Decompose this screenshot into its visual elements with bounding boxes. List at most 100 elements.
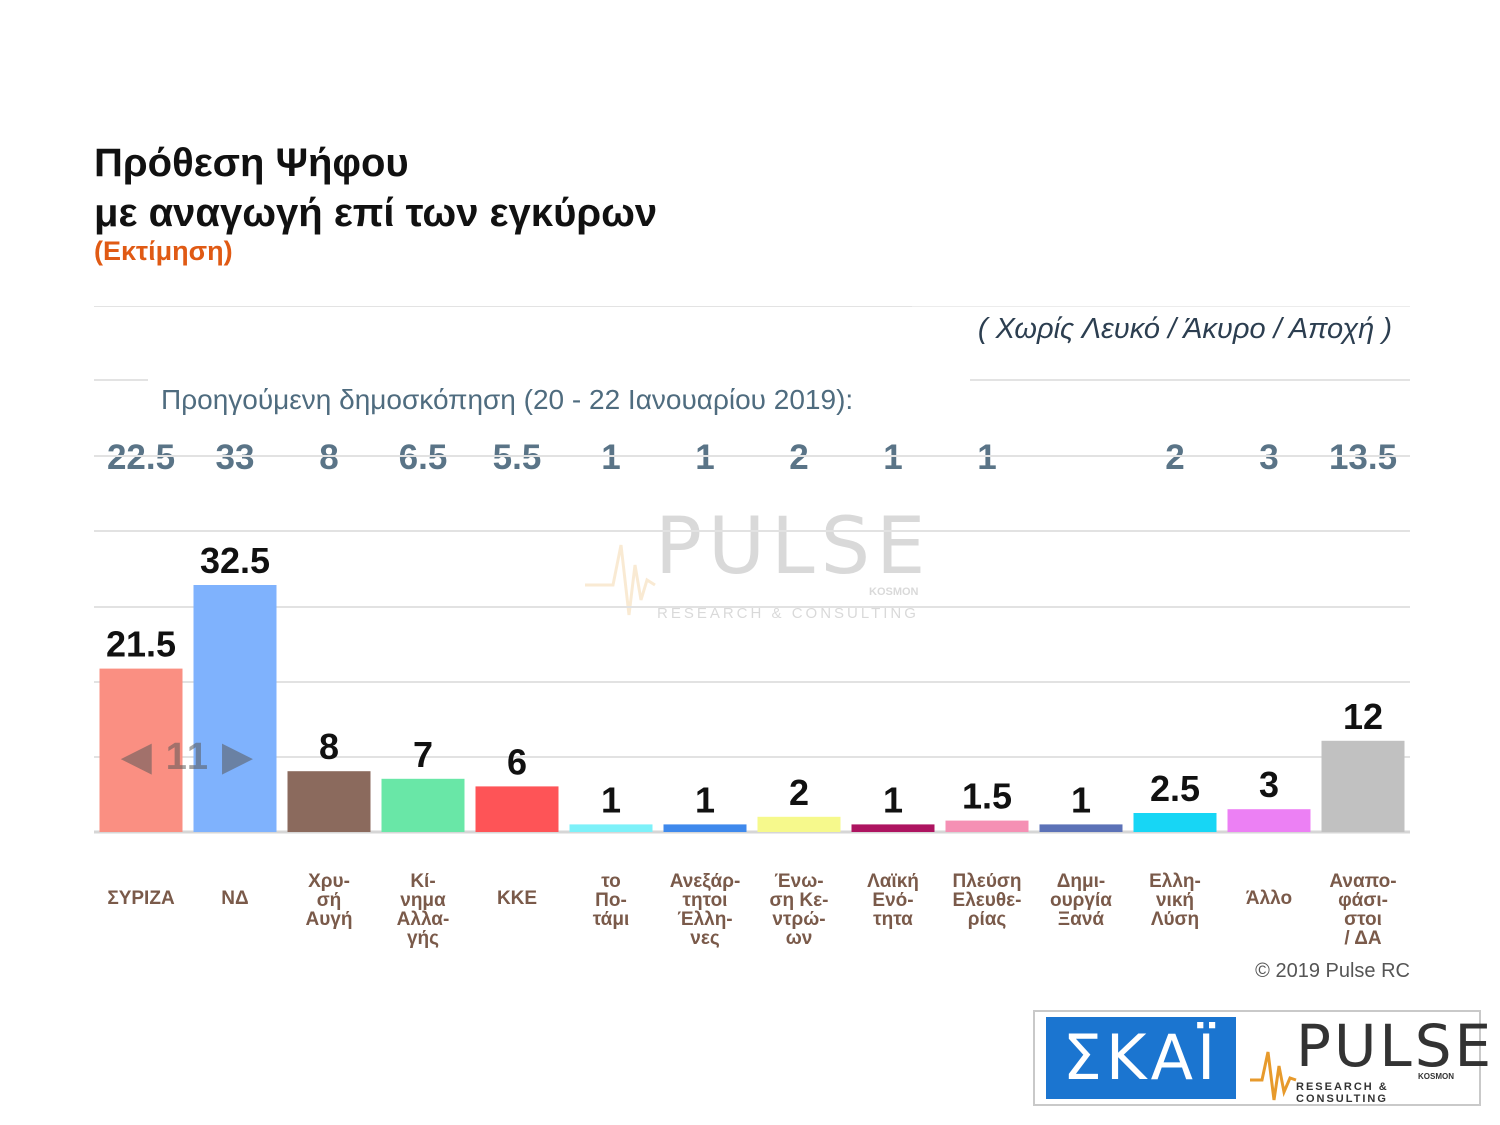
value-label: 1 (601, 779, 621, 820)
category-label-line: ων (785, 928, 813, 949)
value-label: 6 (507, 741, 527, 782)
previous-value: 22.5 (106, 438, 176, 477)
divider (94, 379, 148, 381)
category-label: ΝΔ (190, 889, 280, 908)
slide-nav: ◀ 11 ▶ (122, 734, 254, 779)
category-label-line: Λαϊκή (867, 871, 919, 892)
category-label: Ένω-ση Κε-ντρώ-ων (754, 872, 844, 948)
category-label-line: ντρώ- (772, 909, 826, 930)
category-label-line: Αναπο- (1329, 871, 1397, 892)
category-label: Δημι-ουργία Ξανά (1036, 872, 1126, 929)
category-label-line: ΣΥΡΙΖΑ (107, 888, 175, 909)
category-label-line: Πο- (595, 890, 627, 911)
previous-value: 33 (215, 438, 255, 477)
category-label-line: Άλλο (1245, 888, 1293, 909)
category-label-line: ΝΔ (221, 888, 249, 909)
category-label-line: τητοι (682, 890, 728, 911)
value-label: 21.5 (106, 624, 176, 665)
value-label: 3 (1259, 764, 1279, 805)
category-label: το Πο-τάμι (566, 872, 656, 929)
title-line-2: με αναγωγή επί των εγκύρων (94, 191, 658, 235)
value-label: 1 (883, 779, 903, 820)
category-label-line: Αλλα- (396, 909, 450, 930)
watermark-line: RESEARCH & CONSULTING (657, 605, 919, 622)
category-label-line: Ανεξάρ- (669, 871, 741, 892)
bar (193, 585, 277, 832)
category-label: Ελλη-νική Λύση (1130, 872, 1220, 929)
previous-value: 2 (789, 438, 809, 477)
bar (475, 786, 559, 832)
previous-value: 5.5 (492, 438, 542, 477)
previous-value: 6.5 (398, 438, 448, 477)
value-label: 32.5 (200, 540, 270, 581)
bar (1039, 824, 1123, 832)
category-label: Αναπο-φάσι-στοι / ΔΑ (1318, 872, 1408, 948)
category-label-line: ΚΚΕ (496, 888, 538, 909)
next-arrow-icon[interactable]: ▶ (222, 736, 254, 778)
previous-value: 2 (1165, 438, 1185, 477)
category-label-line: τητα (873, 909, 913, 930)
bar (381, 778, 465, 832)
category-label: Άλλο (1224, 889, 1314, 908)
bar (1133, 813, 1217, 832)
pulse-logo: PULSE KOSMON RESEARCH & CONSULTING (1248, 1012, 1491, 1105)
category-label-line: φάσι- (1338, 890, 1388, 911)
category-label-line: σή (316, 890, 342, 911)
pulse-logo-word: PULSE (1296, 1012, 1495, 1080)
category-label-line: νες (690, 928, 720, 949)
previous-value: 1 (883, 438, 903, 477)
category-label: Χρυ-σή Αυγή (284, 872, 374, 929)
category-label: Λαϊκή Ενό-τητα (848, 872, 938, 929)
category-label-line: νική (1155, 890, 1195, 911)
category-label-line: ση Κε- (769, 890, 829, 911)
category-label: Κί-νημα Αλλα-γής (378, 872, 468, 948)
category-label-line: Ένω- (774, 871, 824, 892)
previous-value: 3 (1259, 438, 1279, 477)
value-label: 2 (789, 772, 809, 813)
bar (663, 824, 747, 832)
chart-title: Πρόθεση Ψήφου με αναγωγή επί των εγκύρων (94, 138, 657, 238)
watermark-word: PULSE (655, 505, 925, 592)
category-label-line: γής (406, 928, 440, 949)
title-line-1: Πρόθεση Ψήφου (94, 141, 409, 185)
value-label: 7 (413, 734, 433, 775)
category-label-line: Χρυ- (308, 871, 350, 892)
pulse-logo-sub: RESEARCH & CONSULTING (1296, 1081, 1389, 1105)
bar (287, 771, 371, 832)
bar (757, 816, 841, 832)
category-label-line: Πλεύση (952, 871, 1022, 892)
pulse-watermark: PULSE KOSMON RESEARCH & CONSULTING (585, 505, 925, 622)
prev-arrow-icon[interactable]: ◀ (122, 736, 154, 778)
category-label-line: νημα (400, 890, 446, 911)
category-label-line: Έλλη- (677, 909, 733, 930)
category-label-line: Ξανά (1057, 909, 1105, 930)
category-label-line: / ΔΑ (1344, 928, 1382, 949)
bar (1227, 809, 1311, 832)
category-label-line: Λύση (1150, 909, 1200, 930)
category-label-line: στοι (1344, 909, 1382, 930)
value-label: 1 (1071, 779, 1091, 820)
value-label: 1 (695, 779, 715, 820)
category-label-line: Ελευθε- (952, 890, 1022, 911)
pulse-wave-icon (1250, 1051, 1297, 1101)
category-label-line: ουργία (1050, 890, 1112, 911)
category-label-line: το (601, 871, 621, 892)
category-label-line: τάμι (592, 909, 630, 930)
value-label: 12 (1343, 696, 1383, 737)
bar (569, 824, 653, 832)
note-text: ( Χωρίς Λευκό / Άκυρο / Αποχή ) (977, 313, 1392, 345)
chart-subtitle: (Εκτίμηση) (94, 236, 233, 266)
category-label: Ανεξάρ-τητοι Έλλη-νες (660, 872, 750, 948)
watermark-tag: KOSMON (869, 586, 919, 598)
divider (970, 379, 1410, 381)
category-label-line: Ενό- (872, 890, 914, 911)
category-label-line: Αυγή (305, 909, 353, 930)
value-label: 8 (319, 726, 339, 767)
bar (1321, 740, 1405, 832)
category-label: Πλεύση Ελευθε-ρίας (942, 872, 1032, 929)
bar (851, 824, 935, 832)
bar (945, 820, 1029, 832)
previous-value: 1 (695, 438, 715, 477)
previous-value: 8 (319, 438, 339, 477)
category-label-line: Κί- (410, 871, 436, 892)
